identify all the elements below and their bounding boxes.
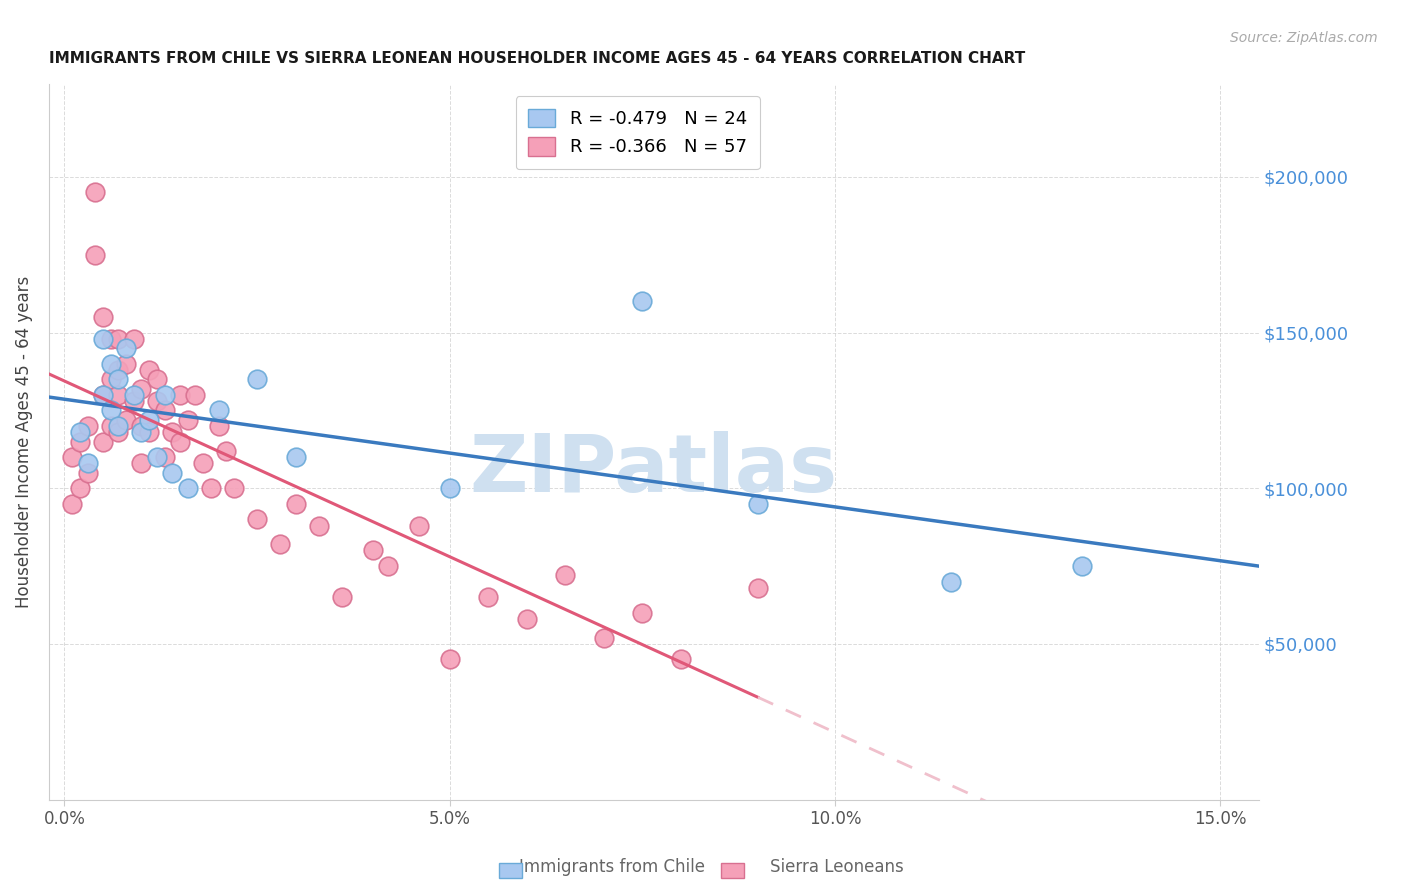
Point xyxy=(215,443,238,458)
Y-axis label: Householder Income Ages 45 - 64 years: Householder Income Ages 45 - 64 years xyxy=(15,276,32,607)
Point xyxy=(91,310,114,324)
Point xyxy=(131,425,153,440)
Point xyxy=(330,590,353,604)
Point xyxy=(439,481,461,495)
Point xyxy=(377,559,399,574)
Point xyxy=(76,466,98,480)
Point xyxy=(669,652,692,666)
Point xyxy=(122,332,145,346)
Point xyxy=(107,425,129,440)
Point xyxy=(284,450,307,464)
Text: ZIPatlas: ZIPatlas xyxy=(470,431,838,509)
Point xyxy=(91,388,114,402)
Point xyxy=(146,450,169,464)
Point xyxy=(100,403,122,417)
Point xyxy=(554,568,576,582)
Point xyxy=(207,403,229,417)
Text: Source: ZipAtlas.com: Source: ZipAtlas.com xyxy=(1230,31,1378,45)
Point xyxy=(631,294,654,309)
Point xyxy=(284,497,307,511)
Point xyxy=(361,543,384,558)
Point xyxy=(222,481,245,495)
Point xyxy=(176,413,198,427)
Point xyxy=(939,574,962,589)
Point xyxy=(91,332,114,346)
Point xyxy=(162,466,184,480)
Point xyxy=(146,372,169,386)
Point xyxy=(191,456,214,470)
Point xyxy=(408,518,430,533)
Point xyxy=(169,388,191,402)
Point xyxy=(131,382,153,396)
Point xyxy=(747,581,769,595)
Point xyxy=(69,434,91,449)
Point xyxy=(100,419,122,434)
Point xyxy=(153,388,176,402)
Point xyxy=(100,332,122,346)
Point xyxy=(115,341,138,355)
Point xyxy=(169,434,191,449)
Point xyxy=(76,419,98,434)
Point xyxy=(107,332,129,346)
Point xyxy=(131,419,153,434)
Point xyxy=(107,388,129,402)
Point xyxy=(246,372,269,386)
Point xyxy=(69,481,91,495)
Point xyxy=(115,413,138,427)
Point xyxy=(631,606,654,620)
Point xyxy=(146,394,169,409)
Point xyxy=(91,434,114,449)
Point xyxy=(122,388,145,402)
Point xyxy=(84,186,107,200)
Point xyxy=(122,394,145,409)
Point xyxy=(84,248,107,262)
Point xyxy=(107,372,129,386)
Point xyxy=(107,363,129,377)
Legend: R = -0.479   N = 24, R = -0.366   N = 57: R = -0.479 N = 24, R = -0.366 N = 57 xyxy=(516,96,759,169)
Point xyxy=(184,388,207,402)
Point xyxy=(138,363,160,377)
Point xyxy=(269,537,291,551)
Point xyxy=(477,590,499,604)
Point xyxy=(308,518,330,533)
Point xyxy=(516,612,538,626)
Point xyxy=(162,425,184,440)
Point xyxy=(439,652,461,666)
Point xyxy=(1070,559,1092,574)
Point xyxy=(60,450,83,464)
Point xyxy=(176,481,198,495)
Point xyxy=(747,497,769,511)
Point xyxy=(592,631,614,645)
Point xyxy=(115,357,138,371)
Point xyxy=(246,512,269,526)
Point xyxy=(100,357,122,371)
Text: IMMIGRANTS FROM CHILE VS SIERRA LEONEAN HOUSEHOLDER INCOME AGES 45 - 64 YEARS CO: IMMIGRANTS FROM CHILE VS SIERRA LEONEAN … xyxy=(49,51,1025,66)
Point xyxy=(107,419,129,434)
Point xyxy=(207,419,229,434)
Point xyxy=(69,425,91,440)
Point xyxy=(100,372,122,386)
Point xyxy=(138,413,160,427)
Point xyxy=(153,403,176,417)
Point xyxy=(76,456,98,470)
Point xyxy=(138,425,160,440)
Point xyxy=(153,450,176,464)
Point xyxy=(91,388,114,402)
Point xyxy=(131,456,153,470)
Text: Immigrants from Chile: Immigrants from Chile xyxy=(519,858,704,876)
Point xyxy=(200,481,222,495)
Point xyxy=(60,497,83,511)
Text: Sierra Leoneans: Sierra Leoneans xyxy=(769,858,904,876)
